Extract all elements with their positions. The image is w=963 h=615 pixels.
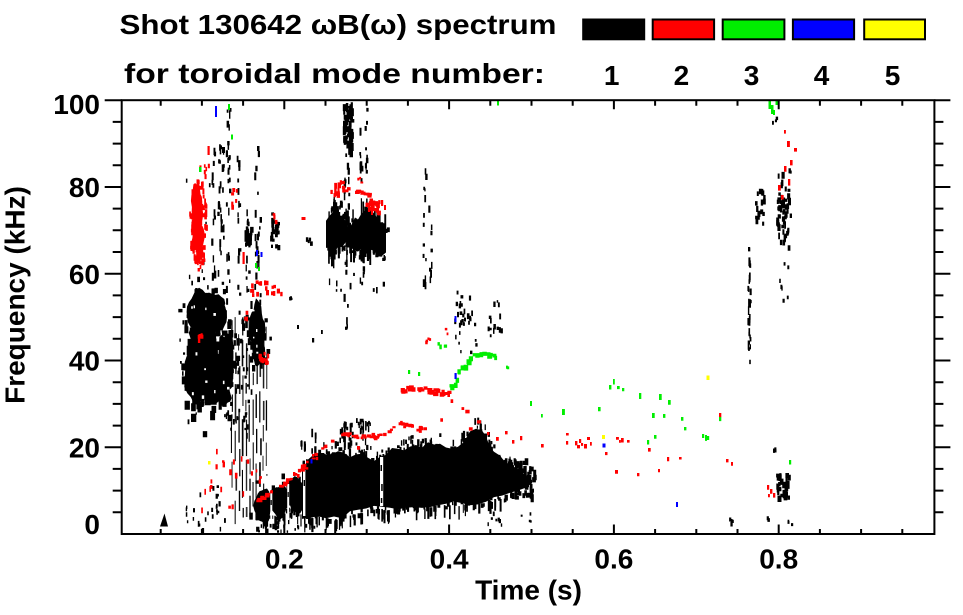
svg-text:Frequency (kHz): Frequency (kHz): [0, 186, 31, 404]
svg-text:20: 20: [69, 432, 100, 463]
svg-text:4: 4: [814, 60, 830, 91]
svg-text:0.6: 0.6: [594, 544, 633, 575]
svg-text:3: 3: [744, 60, 760, 91]
svg-text:100: 100: [53, 89, 100, 120]
svg-text:40: 40: [69, 346, 100, 377]
svg-text:0.8: 0.8: [759, 544, 798, 575]
svg-text:0: 0: [84, 509, 100, 540]
svg-text:80: 80: [69, 172, 100, 203]
svg-text:60: 60: [69, 259, 100, 290]
svg-text:5: 5: [885, 60, 901, 91]
svg-text:2: 2: [674, 60, 690, 91]
svg-text:1: 1: [604, 60, 620, 91]
svg-text:0.2: 0.2: [265, 544, 304, 575]
svg-text:Time (s): Time (s): [475, 575, 582, 606]
svg-text:0.4: 0.4: [430, 544, 469, 575]
svg-text:Shot 130642 ωB(ω) spectrum: Shot 130642 ωB(ω) spectrum: [120, 9, 557, 40]
svg-text:for toroidal mode number:: for toroidal mode number:: [124, 58, 545, 89]
